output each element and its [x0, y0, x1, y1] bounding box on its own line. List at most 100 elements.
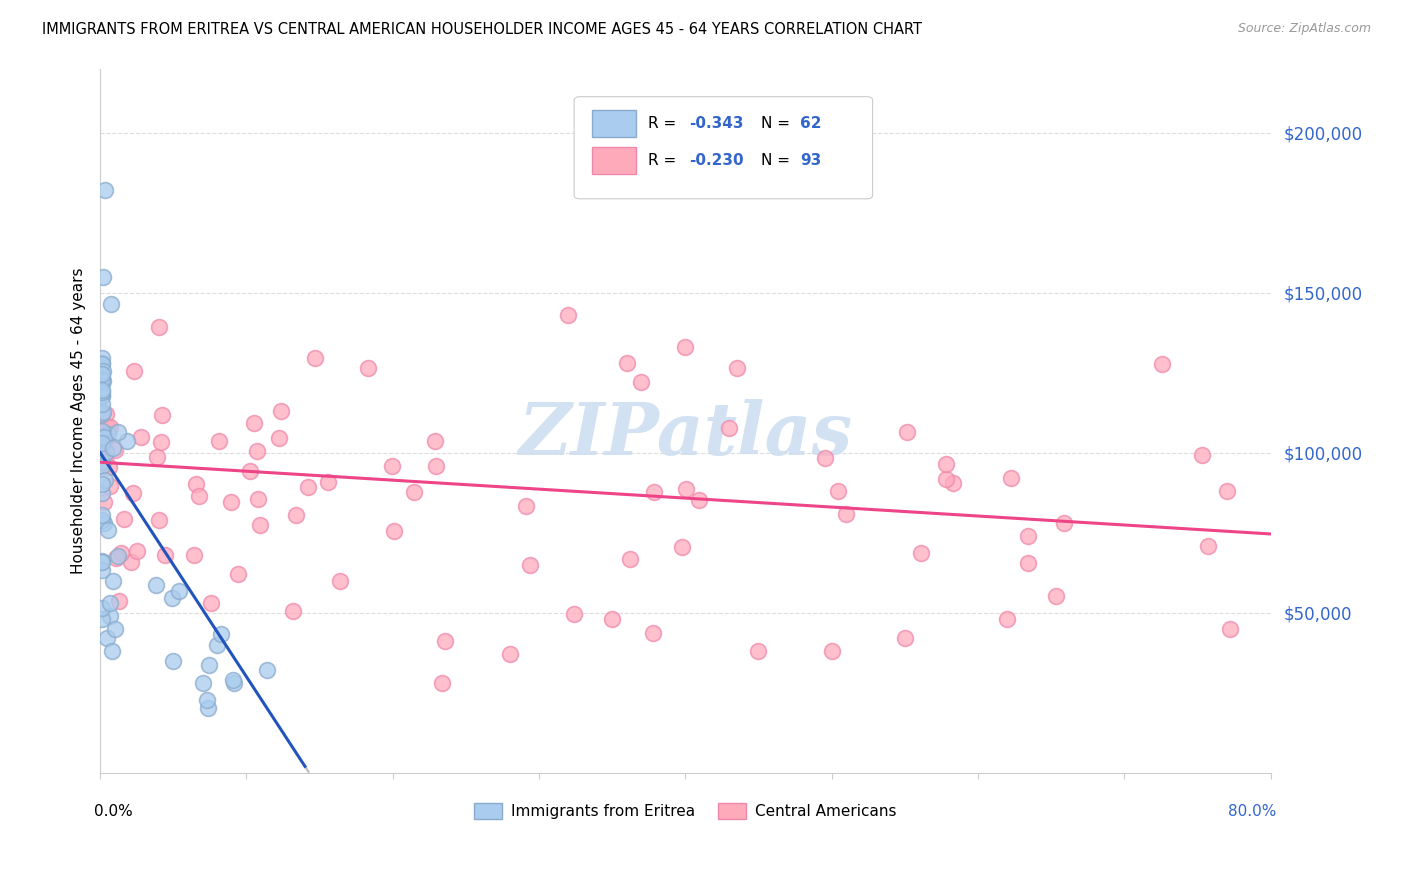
Point	[98, 479, 121, 493]
Point	[93, 183, 115, 197]
Point	[117, 434, 139, 449]
Point	[90, 563, 112, 577]
Y-axis label: Householder Income Ages 45 - 64 years: Householder Income Ages 45 - 64 years	[72, 268, 86, 574]
Point	[281, 604, 304, 618]
Point	[91, 434, 114, 448]
Point	[616, 356, 638, 370]
Point	[249, 518, 271, 533]
Point	[995, 612, 1018, 626]
Point	[205, 638, 228, 652]
Point	[97, 427, 120, 442]
Point	[101, 574, 124, 589]
Point	[207, 434, 229, 449]
Point	[499, 647, 522, 661]
Point	[122, 364, 145, 378]
Point	[827, 483, 849, 498]
Point	[90, 371, 112, 385]
Point	[630, 376, 652, 390]
Point	[423, 434, 446, 448]
Point	[108, 593, 131, 607]
Point	[90, 383, 112, 397]
Point	[297, 480, 319, 494]
Point	[1219, 622, 1241, 636]
Point	[98, 459, 121, 474]
Point	[1152, 357, 1174, 371]
Point	[267, 431, 290, 445]
Text: 93: 93	[800, 153, 821, 169]
Point	[97, 523, 120, 537]
Point	[380, 459, 402, 474]
Point	[910, 545, 932, 559]
Point	[96, 632, 118, 646]
Point	[146, 450, 169, 465]
FancyBboxPatch shape	[592, 110, 636, 136]
Point	[90, 424, 112, 438]
Point	[404, 484, 426, 499]
Point	[228, 567, 250, 582]
Point	[935, 458, 957, 472]
Point	[104, 442, 127, 457]
Text: -0.230: -0.230	[689, 153, 744, 169]
Point	[90, 356, 112, 370]
Point	[160, 591, 183, 605]
Point	[93, 473, 115, 487]
Point	[129, 430, 152, 444]
Point	[93, 452, 115, 467]
Point	[820, 644, 842, 658]
FancyBboxPatch shape	[592, 147, 636, 174]
Point	[191, 676, 214, 690]
Point	[125, 543, 148, 558]
Point	[90, 357, 112, 371]
Point	[162, 654, 184, 668]
Point	[100, 596, 122, 610]
Point	[90, 455, 112, 469]
Point	[101, 441, 124, 455]
Point	[183, 549, 205, 563]
Point	[814, 450, 837, 465]
Point	[90, 375, 112, 389]
Point	[619, 551, 641, 566]
Point	[110, 546, 132, 560]
Point	[105, 550, 128, 565]
Text: 80.0%: 80.0%	[1227, 805, 1277, 820]
Point	[256, 663, 278, 677]
Point	[120, 555, 142, 569]
Point	[519, 558, 541, 572]
Point	[100, 296, 122, 310]
Point	[239, 464, 262, 478]
Point	[90, 447, 112, 461]
Point	[90, 458, 112, 473]
Point	[1045, 589, 1067, 603]
Point	[643, 484, 665, 499]
Point	[641, 626, 664, 640]
Point	[318, 475, 340, 490]
Point	[1052, 516, 1074, 531]
Point	[1017, 557, 1039, 571]
Text: R =: R =	[648, 116, 681, 131]
Point	[93, 364, 115, 378]
Point	[148, 513, 170, 527]
Point	[209, 627, 232, 641]
Point	[1000, 471, 1022, 485]
Point	[167, 584, 190, 599]
Point	[90, 384, 112, 399]
Point	[107, 425, 129, 440]
Point	[425, 458, 447, 473]
Point	[433, 634, 456, 648]
Point	[90, 388, 112, 402]
Point	[98, 609, 121, 624]
Point	[187, 490, 209, 504]
Point	[90, 600, 112, 615]
Point	[90, 367, 112, 381]
Point	[122, 485, 145, 500]
Point	[90, 508, 112, 522]
Point	[91, 269, 114, 284]
Point	[91, 351, 114, 366]
Point	[222, 673, 245, 687]
Point	[200, 596, 222, 610]
Text: 62: 62	[800, 116, 821, 131]
Point	[515, 500, 537, 514]
Point	[725, 360, 748, 375]
Text: ZIPatlas: ZIPatlas	[519, 400, 852, 470]
Point	[942, 476, 965, 491]
